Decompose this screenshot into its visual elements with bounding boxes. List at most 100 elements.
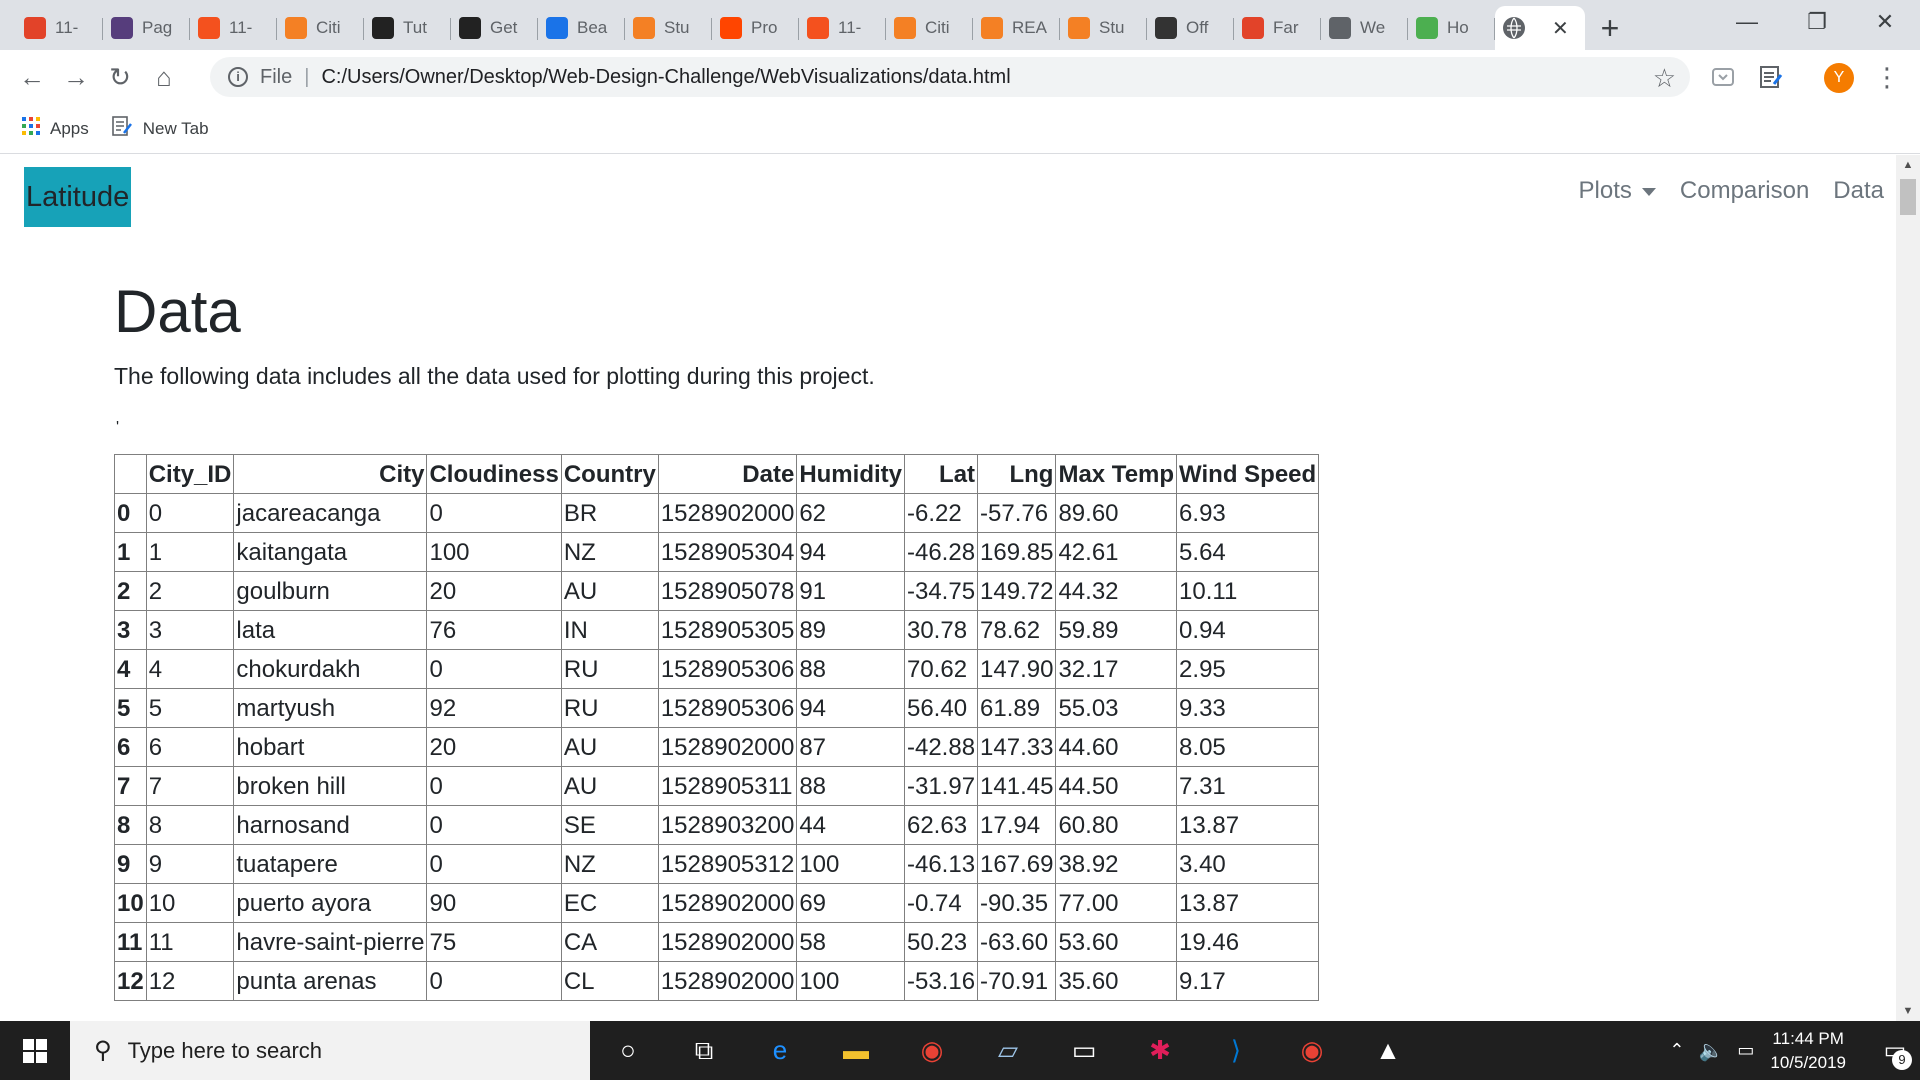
- browser-tab[interactable]: Pro: [712, 6, 799, 50]
- bookmark-star-icon[interactable]: ☆: [1652, 63, 1676, 93]
- browser-tab[interactable]: Citi: [886, 6, 973, 50]
- browser-tab[interactable]: Ho: [1408, 6, 1495, 50]
- chrome-icon[interactable]: ◉: [1300, 1035, 1324, 1065]
- system-clock[interactable]: 11:44 PM 10/5/2019: [1770, 1027, 1846, 1075]
- table-cell: -6.22: [903, 493, 979, 533]
- task-view-icon[interactable]: ⧉: [694, 1034, 714, 1065]
- table-cell: 88: [796, 766, 905, 806]
- browser-tab[interactable]: 11-: [190, 6, 277, 50]
- table-cell: chokurdakh: [233, 649, 428, 689]
- terminal-icon[interactable]: ▭: [1071, 1035, 1097, 1065]
- browser-tab[interactable]: Get: [451, 6, 538, 50]
- windows-start-icon[interactable]: [0, 1021, 70, 1080]
- table-cell: 94: [796, 688, 905, 728]
- tab-active[interactable]: ✕: [1495, 6, 1585, 50]
- back-icon[interactable]: ←: [19, 61, 45, 92]
- top-nav: Plots Comparison Data: [1555, 177, 1884, 205]
- browser-tab[interactable]: Off: [1147, 6, 1234, 50]
- forward-icon[interactable]: →: [63, 61, 89, 92]
- notes-extension-icon[interactable]: [1756, 62, 1786, 92]
- browser-tab[interactable]: We: [1321, 6, 1408, 50]
- notepad-icon[interactable]: ▱: [998, 1035, 1018, 1065]
- column-header: Lng: [977, 454, 1057, 494]
- profile-avatar[interactable]: Y: [1824, 63, 1854, 93]
- nav-plots-dropdown[interactable]: Plots: [1579, 177, 1656, 205]
- taskbar-search-placeholder: Type here to search: [127, 1037, 323, 1063]
- minimize-icon[interactable]: —: [1736, 9, 1758, 34]
- table-cell: 0: [426, 766, 562, 806]
- table-cell: 0: [426, 961, 562, 1001]
- action-center-button[interactable]: ▭ 9: [1870, 1021, 1920, 1080]
- browser-tab[interactable]: Citi: [277, 6, 364, 50]
- browser-tab[interactable]: Stu: [1060, 6, 1147, 50]
- table-cell: 9.33: [1176, 688, 1320, 728]
- reload-icon[interactable]: ↻: [109, 61, 131, 92]
- table-cell: 42.61: [1055, 532, 1178, 572]
- volume-icon[interactable]: 🔈: [1698, 1040, 1724, 1062]
- row-index: 11: [114, 922, 147, 962]
- browser-tab[interactable]: Tut: [364, 6, 451, 50]
- table-row: 10 10 puerto ayora 90 EC 1528902000 69 -0.74 -90…: [114, 883, 1320, 923]
- table-cell: 76: [426, 610, 562, 650]
- nav-comparison[interactable]: Comparison: [1679, 177, 1810, 204]
- bookmark-new-tab[interactable]: New Tab: [111, 115, 209, 142]
- close-window-icon[interactable]: ✕: [1875, 9, 1895, 34]
- browser-tab[interactable]: Pag: [103, 6, 190, 50]
- scroll-thumb[interactable]: [1900, 179, 1916, 215]
- table-cell: 53.60: [1055, 922, 1178, 962]
- browser-tab[interactable]: 11-: [799, 6, 886, 50]
- pocket-extension-icon[interactable]: [1708, 62, 1738, 92]
- table-cell: 6: [145, 727, 235, 767]
- table-cell: RU: [560, 688, 659, 728]
- slack-icon[interactable]: ✱: [1149, 1035, 1171, 1065]
- browser-tab[interactable]: Bea: [538, 6, 625, 50]
- row-index: 3: [114, 610, 147, 650]
- nav-data[interactable]: Data: [1833, 177, 1884, 204]
- brand-link[interactable]: Latitude: [24, 167, 132, 227]
- home-icon[interactable]: ⌂: [156, 61, 172, 92]
- address-bar[interactable]: i File | C:/Users/Owner/Desktop/Web-Desi…: [210, 57, 1690, 97]
- edge-icon[interactable]: e: [772, 1035, 788, 1065]
- table-cell: 10: [145, 883, 235, 923]
- show-hidden-icons-icon[interactable]: ⌃: [1669, 1040, 1685, 1060]
- row-index: 12: [114, 961, 147, 1001]
- table-cell: -57.76: [977, 493, 1057, 533]
- file-explorer-icon[interactable]: ▬: [843, 1035, 869, 1065]
- tab-label: Ho: [1447, 18, 1469, 37]
- row-index: 5: [114, 688, 147, 728]
- network-icon[interactable]: ▭: [1737, 1040, 1755, 1060]
- row-index: 2: [114, 571, 147, 611]
- table-cell: CL: [560, 961, 659, 1001]
- browser-tab[interactable]: 11-: [16, 6, 103, 50]
- table-row: 12 12 punta arenas 0 CL 1528902000 100 -53.16 -7…: [114, 961, 1320, 1001]
- cortana-icon[interactable]: ○: [620, 1035, 636, 1065]
- table-cell: havre-saint-pierre: [233, 922, 428, 962]
- info-icon[interactable]: i: [228, 67, 248, 87]
- bookmark-apps[interactable]: Apps: [22, 117, 89, 140]
- vscode-icon[interactable]: ⟩: [1230, 1035, 1242, 1065]
- clock-date: 10/5/2019: [1770, 1052, 1846, 1072]
- globe-icon: [1503, 17, 1525, 39]
- browser-tab[interactable]: Far: [1234, 6, 1321, 50]
- page-scrollbar[interactable]: ▲ ▼: [1896, 155, 1920, 1021]
- apps-grid-icon: [22, 117, 40, 140]
- chrome-icon[interactable]: ◉: [920, 1035, 944, 1065]
- table-cell: IN: [560, 610, 659, 650]
- browser-tab[interactable]: Stu: [625, 6, 712, 50]
- browser-tab[interactable]: REA: [973, 6, 1060, 50]
- close-tab-icon[interactable]: ✕: [1552, 17, 1569, 40]
- photos-icon[interactable]: ▲: [1375, 1035, 1401, 1065]
- new-tab-button[interactable]: +: [1600, 9, 1620, 46]
- table-cell: 0: [145, 493, 235, 533]
- scroll-up-icon[interactable]: ▲: [1902, 159, 1914, 171]
- table-cell: puerto ayora: [233, 883, 428, 923]
- url-text[interactable]: C:/Users/Owner/Desktop/Web-Design-Challe…: [321, 65, 1011, 88]
- taskbar-search[interactable]: ⚲ Type here to search: [70, 1021, 590, 1080]
- table-cell: 56.40: [903, 688, 979, 728]
- more-menu-icon[interactable]: ⋮: [1874, 62, 1900, 92]
- scroll-down-icon[interactable]: ▼: [1902, 1005, 1914, 1017]
- tab-label: We: [1360, 18, 1386, 37]
- table-cell: -63.60: [977, 922, 1057, 962]
- table-row: 2 2 goulburn 20 AU 1528905078 91 -34.75 149.72 44…: [114, 571, 1320, 611]
- restore-icon[interactable]: ❐: [1807, 9, 1827, 34]
